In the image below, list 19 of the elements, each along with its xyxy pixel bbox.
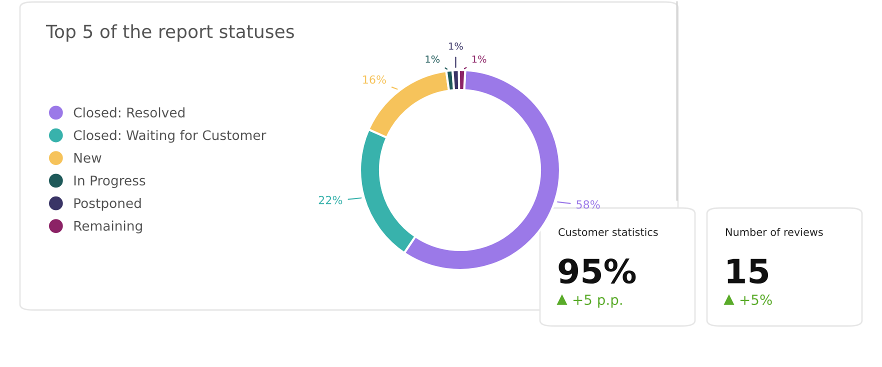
text: +5% — [740, 294, 772, 306]
legend-label: New — [74, 153, 102, 163]
text: 95% — [558, 258, 636, 284]
data-label: 58% — [576, 200, 600, 209]
data-label: 1% — [472, 55, 486, 63]
text: Number of reviews — [726, 228, 823, 236]
legend-label: Closed: Resolved — [74, 107, 184, 118]
legend-label: Postponed — [74, 198, 141, 211]
data-label: 1% — [426, 55, 440, 63]
data-label: 22% — [318, 196, 342, 204]
text: +5 p.p. — [573, 294, 622, 308]
legend-label: Closed: Waiting for Customer — [74, 130, 266, 143]
data-label: 16% — [363, 75, 386, 84]
text: Customer statistics — [558, 228, 658, 236]
legend-label: In Progress — [74, 176, 146, 188]
data-label: 1% — [449, 42, 463, 50]
legend-label: Remaining — [74, 220, 142, 234]
text: 15 — [728, 258, 768, 284]
chart-title: Top 5 of the report statuses — [46, 24, 294, 42]
